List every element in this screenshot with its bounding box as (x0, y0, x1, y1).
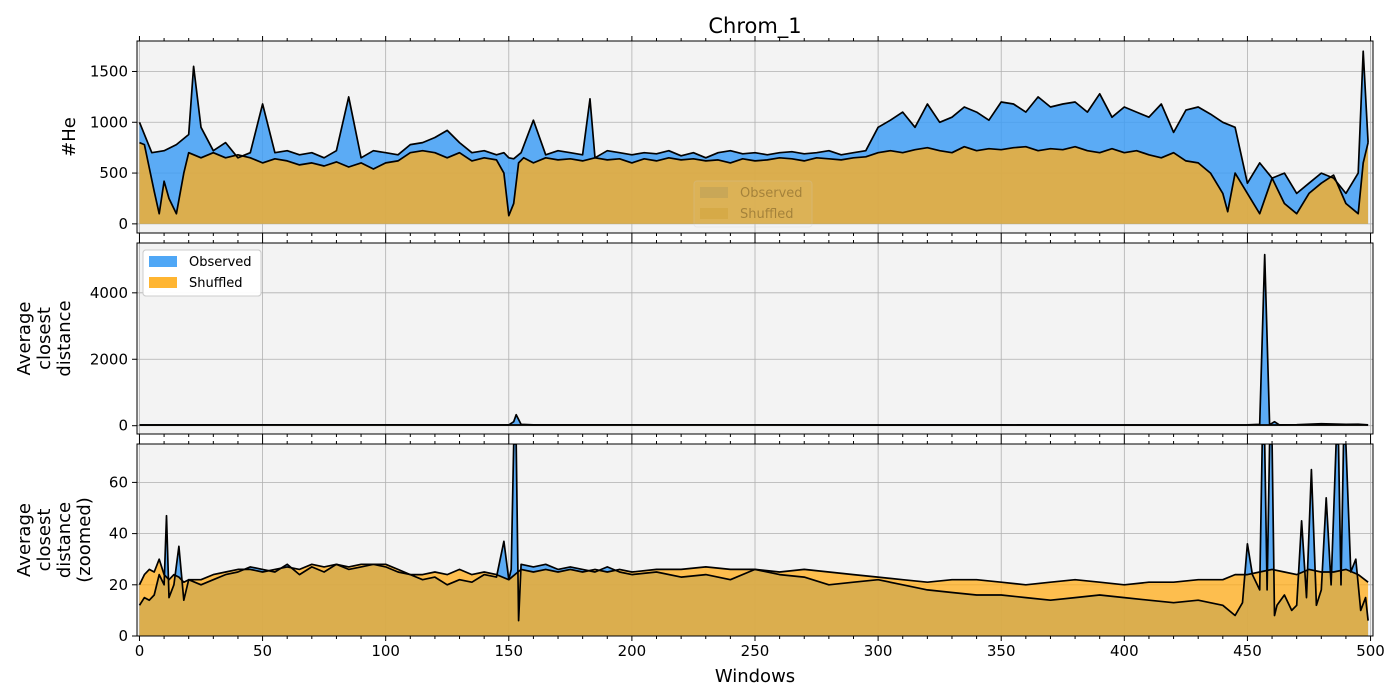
series-layer (138, 444, 1369, 636)
y-axis-label: distance (54, 300, 75, 376)
series-layer (138, 50, 1369, 224)
legend-label-observed: Observed (740, 186, 803, 201)
observed-line (138, 50, 1369, 195)
x-tick-label: 300 (864, 642, 893, 660)
panel-avg-closest-distance-zoomed: 0 50 100 150 200 250 300 350 400 450 500 0 20 40 60 Ave… (14, 249, 1385, 660)
shuffled-area (139, 142, 1369, 224)
panel-he-count: 0 500 1000 1500 #He Observed Shuffled (59, 36, 1374, 238)
y-tick-label: 60 (109, 473, 128, 491)
y-tick-label: 4000 (90, 284, 128, 302)
legend-box (693, 180, 813, 228)
legend-swatch-shuffled (149, 277, 177, 288)
y-axis-label: Average (14, 302, 35, 376)
x-tick-label: 250 (741, 642, 770, 660)
figure-title: Chrom_1 (708, 14, 801, 39)
x-axis-label: Windows (715, 666, 795, 687)
y-tick-label: 40 (109, 525, 128, 543)
x-tick-label: 50 (253, 642, 272, 660)
series-layer (139, 253, 1369, 426)
y-axis-label: closest (34, 509, 55, 572)
x-tick-label: 200 (618, 642, 647, 660)
y-tick-label: 0 (118, 215, 128, 233)
legend-label-shuffled: Shuffled (189, 276, 243, 291)
y-tick-label: 20 (109, 576, 128, 594)
x-tick-label: 450 (1233, 642, 1262, 660)
x-tick-label: 350 (987, 642, 1016, 660)
x-tick-label: 0 (135, 642, 145, 660)
x-tick-label: 150 (494, 642, 523, 660)
y-tick-label: 0 (118, 417, 128, 435)
legend-label-observed: Observed (189, 255, 252, 270)
legend-swatch-observed (149, 256, 177, 267)
legend: Observed Shuffled (142, 249, 262, 297)
shuffled-line (138, 558, 1369, 586)
shuffled-area (139, 559, 1369, 636)
x-tick-label: 500 (1356, 642, 1385, 660)
legend-label-shuffled: Shuffled (740, 207, 794, 222)
y-axis-label: (zoomed) (74, 497, 95, 583)
legend: Observed Shuffled (693, 180, 813, 228)
shuffled-line (139, 141, 1369, 217)
y-tick-label: 500 (99, 164, 128, 182)
y-axis-label: distance (54, 502, 75, 578)
x-tick-label: 400 (1110, 642, 1139, 660)
x-tick-label: 100 (371, 642, 400, 660)
legend-swatch-observed (700, 187, 728, 198)
y-axis-label: closest (34, 307, 55, 370)
y-tick-label: 2000 (90, 350, 128, 368)
y-tick-label: 1000 (90, 113, 128, 131)
observed-line (138, 444, 1369, 622)
y-axis-label: Average (14, 503, 35, 577)
y-tick-label: 1500 (90, 62, 128, 80)
y-axis-label: #He (59, 117, 80, 157)
y-tick-label: 0 (118, 627, 128, 645)
legend-swatch-shuffled (700, 208, 728, 219)
